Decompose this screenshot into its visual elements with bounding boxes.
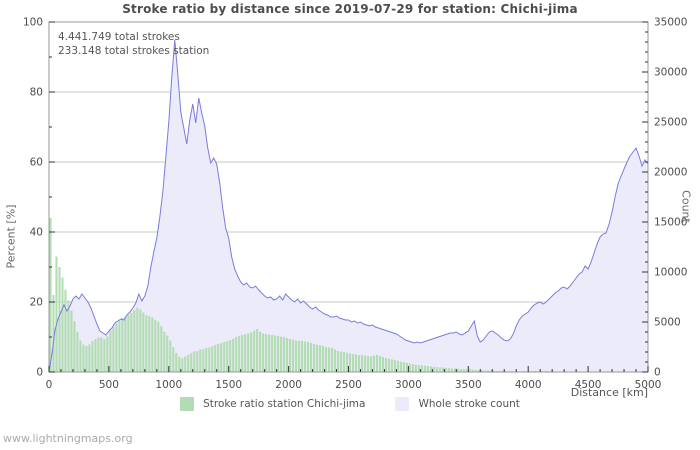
chart-title: Stroke ratio by distance since 2019-07-2… [122, 2, 578, 16]
svg-text:30000: 30000 [654, 67, 687, 79]
svg-text:5000: 5000 [635, 379, 662, 391]
svg-text:0: 0 [46, 379, 53, 391]
watermark: www.lightningmaps.org [3, 432, 133, 445]
stroke-ratio-legend-label: Stroke ratio station Chichi-jima [203, 398, 366, 410]
legend-item-stroke-count: Whole stroke count [395, 397, 520, 411]
legend-item-stroke-ratio: Stroke ratio station Chichi-jima [180, 397, 365, 411]
left-axis-title: Percent [%] [4, 204, 18, 269]
stroke-count-legend-label: Whole stroke count [418, 398, 520, 410]
svg-text:0: 0 [654, 367, 661, 379]
right-axis-title: Count [679, 190, 693, 223]
station-strokes-annotation: 233.148 total strokes station [58, 45, 210, 57]
x-axis-title: Distance [km] [570, 386, 648, 399]
total-strokes-annotation: 4.441.749 total strokes [58, 31, 180, 43]
svg-text:100: 100 [23, 17, 43, 29]
svg-text:15000: 15000 [654, 217, 687, 229]
svg-text:1000: 1000 [155, 379, 182, 391]
legend: Stroke ratio station Chichi-jima Whole s… [0, 397, 700, 411]
svg-text:4500: 4500 [575, 379, 602, 391]
svg-text:4000: 4000 [515, 379, 542, 391]
svg-text:60: 60 [30, 157, 43, 169]
stroke-ratio-swatch [180, 397, 195, 411]
svg-text:3000: 3000 [395, 379, 422, 391]
svg-text:0: 0 [36, 367, 43, 379]
svg-text:5000: 5000 [654, 317, 681, 329]
svg-text:500: 500 [99, 379, 119, 391]
svg-text:2500: 2500 [335, 379, 362, 391]
svg-text:1500: 1500 [215, 379, 242, 391]
svg-text:20: 20 [30, 297, 43, 309]
svg-text:3500: 3500 [455, 379, 482, 391]
stroke-count-swatch [395, 397, 410, 411]
svg-text:25000: 25000 [654, 117, 687, 129]
svg-text:10000: 10000 [654, 267, 687, 279]
svg-text:35000: 35000 [654, 17, 687, 29]
svg-text:20000: 20000 [654, 167, 687, 179]
svg-text:80: 80 [30, 87, 43, 99]
svg-text:2000: 2000 [275, 379, 302, 391]
svg-text:40: 40 [30, 227, 43, 239]
